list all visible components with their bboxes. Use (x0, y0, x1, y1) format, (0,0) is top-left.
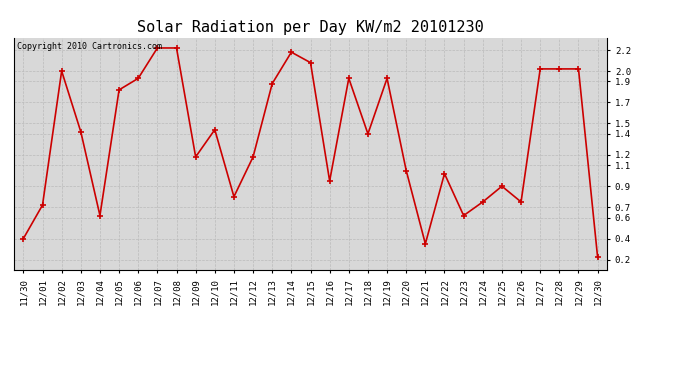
Text: Copyright 2010 Cartronics.com: Copyright 2010 Cartronics.com (17, 42, 161, 51)
Title: Solar Radiation per Day KW/m2 20101230: Solar Radiation per Day KW/m2 20101230 (137, 20, 484, 35)
